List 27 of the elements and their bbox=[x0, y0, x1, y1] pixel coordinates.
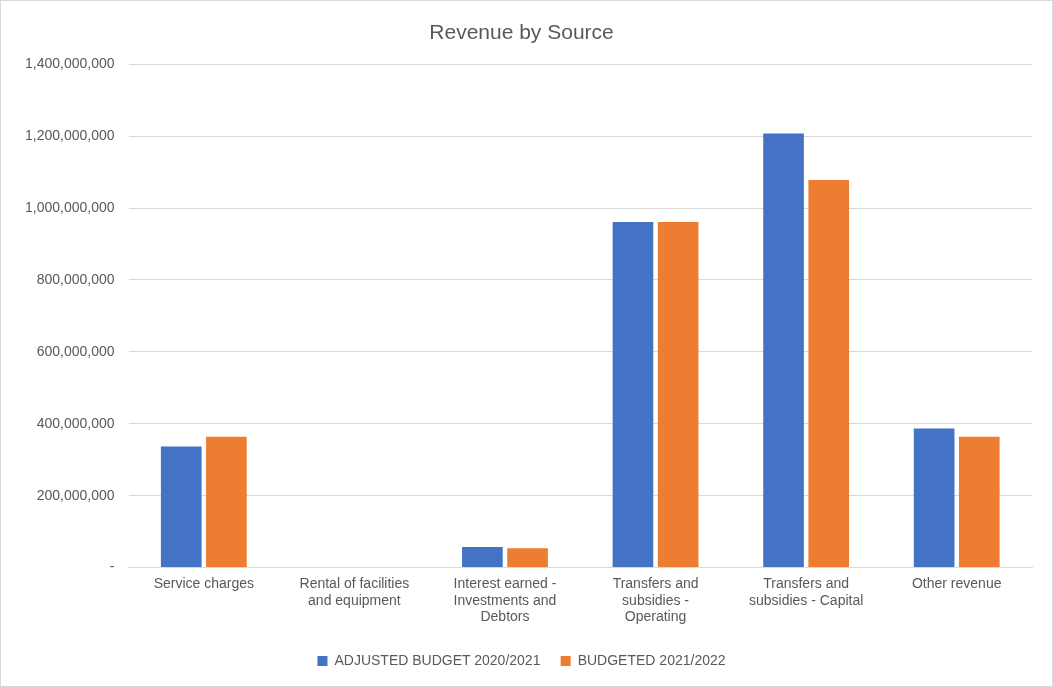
bar bbox=[913, 428, 955, 568]
y-tick-label: - bbox=[109, 558, 115, 575]
y-tick-label: 1,400,000,000 bbox=[25, 55, 115, 72]
bar bbox=[160, 446, 202, 568]
bar bbox=[612, 222, 654, 568]
bar bbox=[507, 548, 548, 568]
y-tick-label: 200,000,000 bbox=[36, 486, 115, 503]
bar bbox=[763, 133, 804, 568]
bar bbox=[206, 436, 247, 568]
bar bbox=[657, 222, 699, 568]
bar bbox=[808, 179, 850, 568]
legend-label: BUDGETED 2021/2022 bbox=[577, 651, 726, 668]
y-tick-label: 400,000,000 bbox=[36, 414, 115, 431]
y-tick-label: 1,000,000,000 bbox=[25, 198, 115, 215]
x-tick-label: Interest earned - Investments and Debtors bbox=[453, 574, 557, 625]
x-tick-label: Transfers and subsidies - Capital bbox=[748, 574, 864, 608]
y-tick-label: 600,000,000 bbox=[36, 342, 115, 359]
y-tick-label: 1,200,000,000 bbox=[25, 126, 115, 143]
x-tick-label: Rental of facilities and equipment bbox=[299, 574, 410, 608]
x-tick-label: Other revenue bbox=[911, 574, 1002, 591]
legend-label: ADJUSTED BUDGET 2020/2021 bbox=[334, 651, 541, 668]
bar bbox=[462, 547, 503, 568]
y-tick-label: 800,000,000 bbox=[36, 270, 115, 287]
x-tick-label: Service charges bbox=[153, 574, 255, 591]
chart-title: Revenue by Source bbox=[429, 20, 614, 44]
x-tick-label: Transfers and subsidies - Operating bbox=[612, 574, 699, 625]
bar bbox=[958, 436, 1000, 568]
